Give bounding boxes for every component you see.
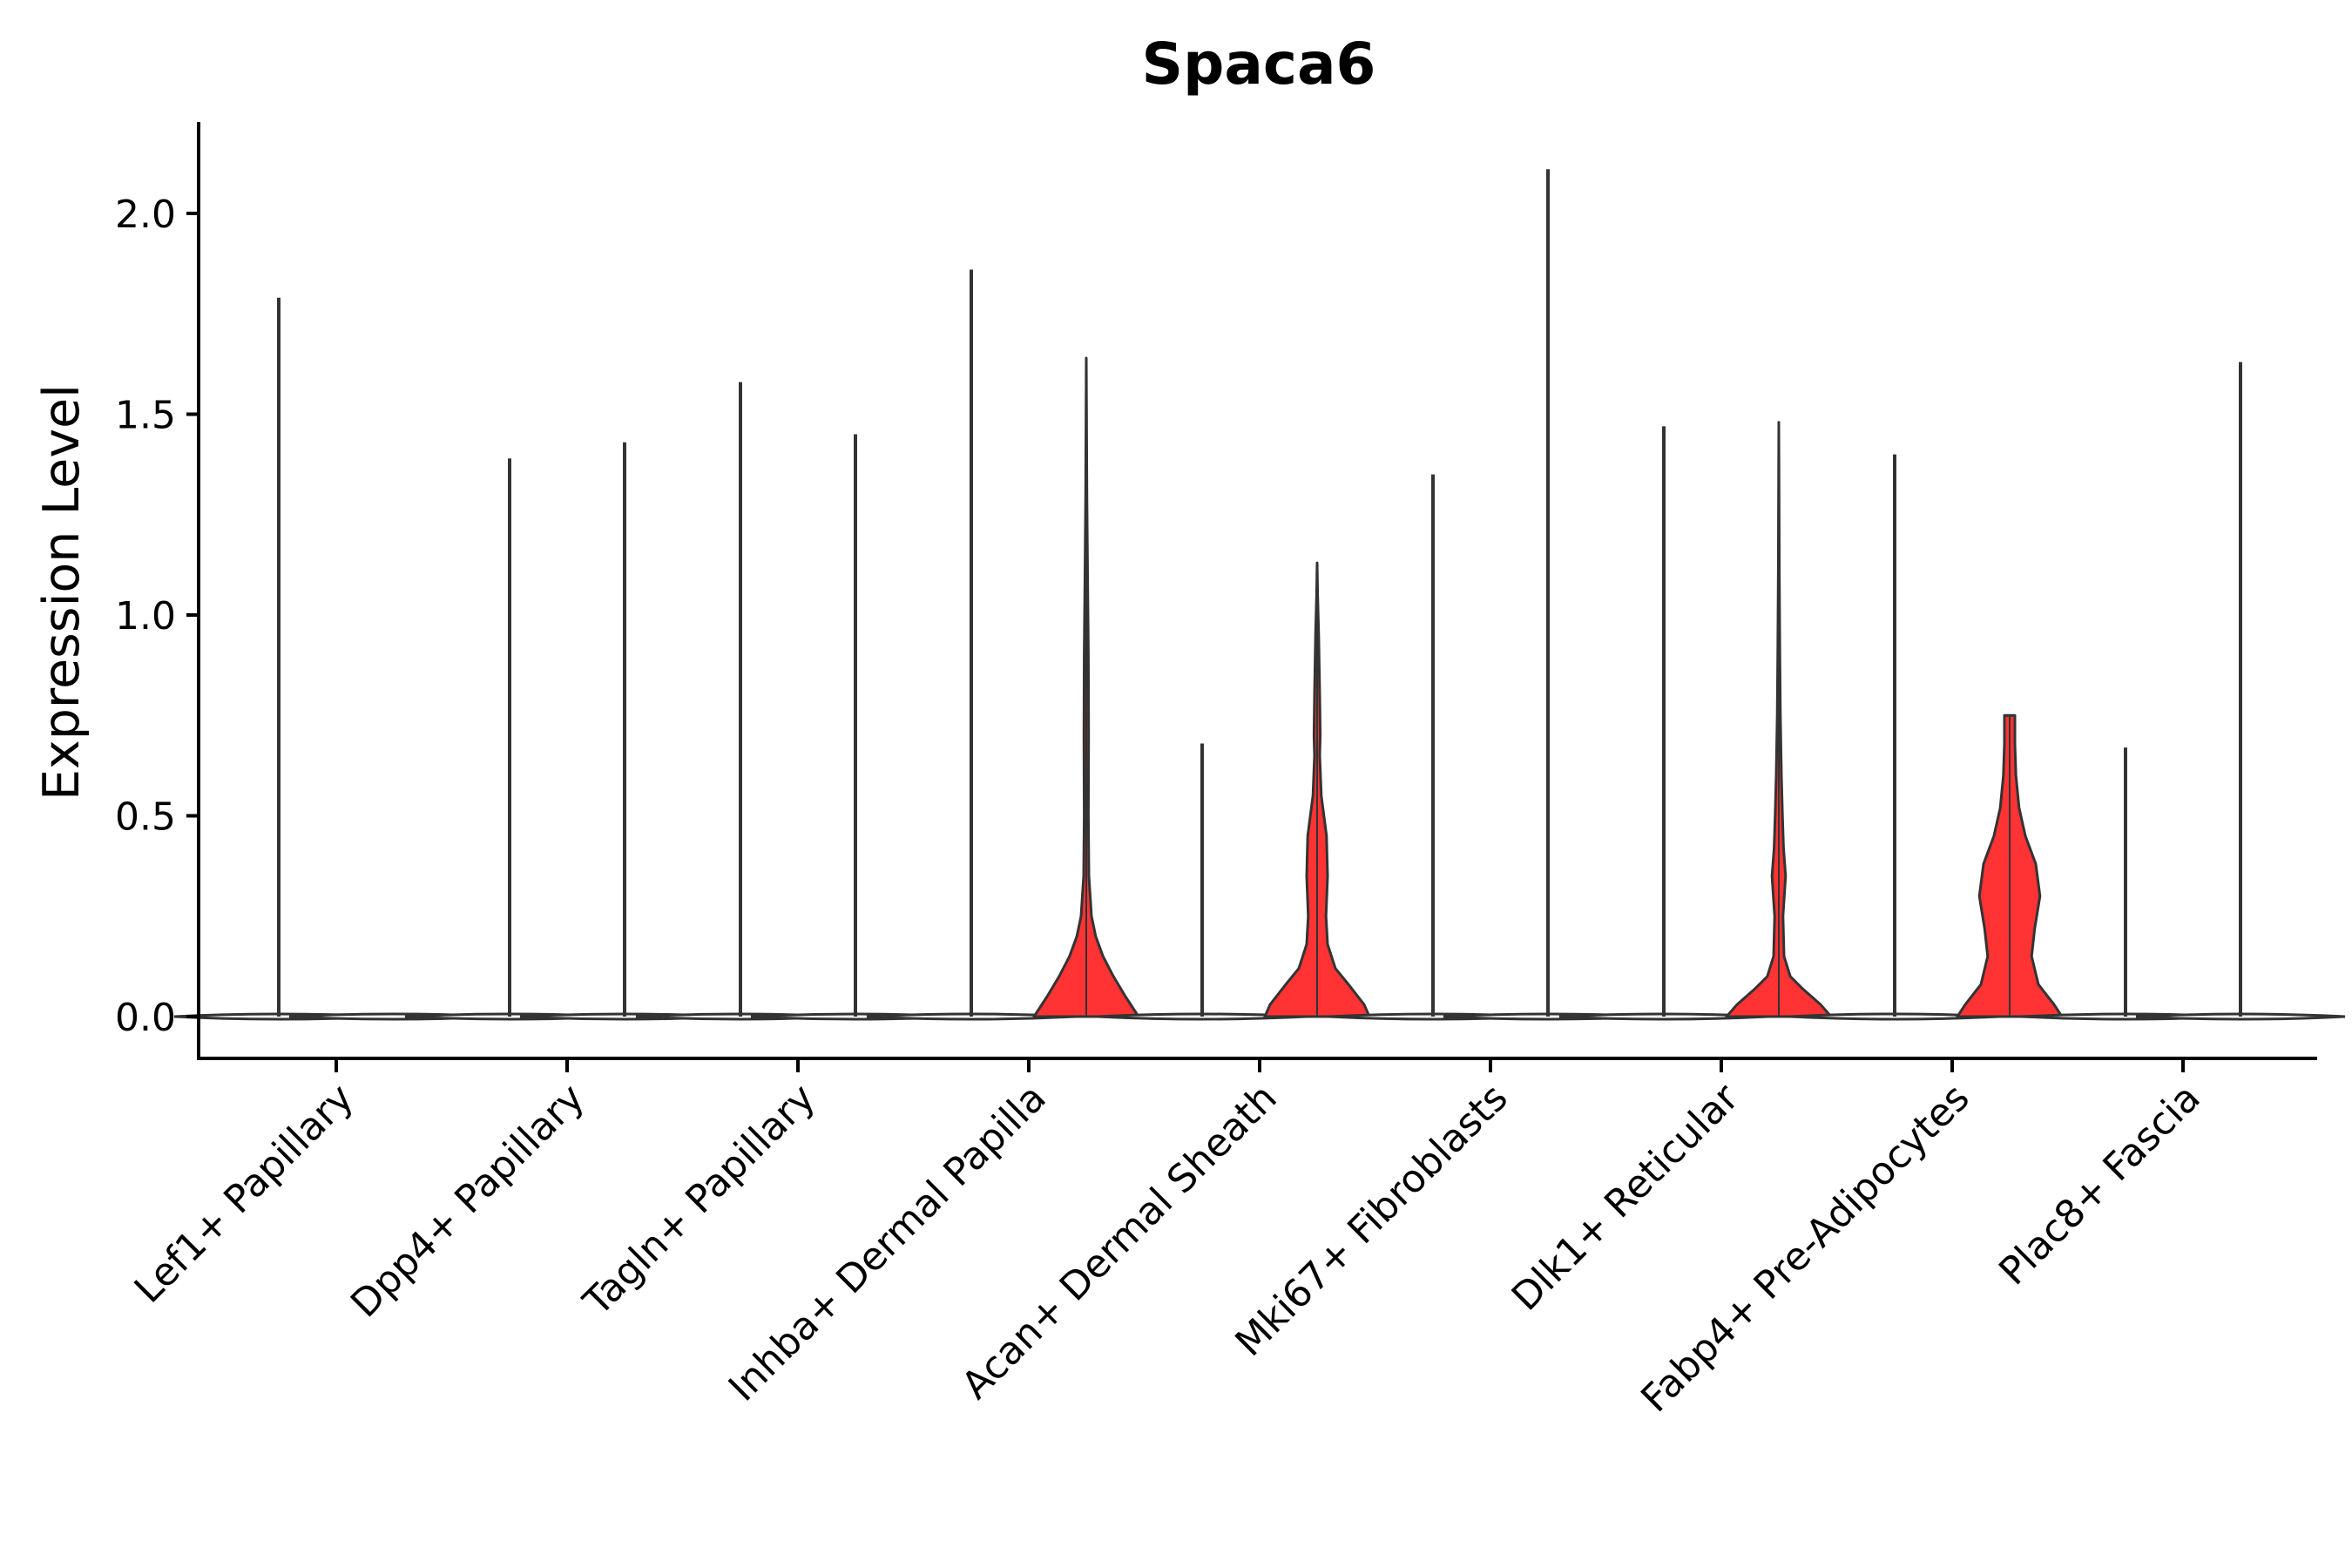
y-tick-label: 0.0 [115, 996, 176, 1040]
x-tick-label: Dpp4+ Papillary [342, 1076, 593, 1327]
x-tick-label: Tagln+ Papillary [575, 1076, 824, 1325]
violin-right [1263, 561, 1371, 1018]
violin-left [1558, 426, 1769, 1021]
ticks-layer: 0.0 0.5 1.0 1.5 2.0 [115, 193, 2185, 1072]
violin-left [1328, 474, 1538, 1021]
violin-left [2020, 747, 2231, 1021]
violin-left [173, 297, 384, 1021]
violin-left [404, 458, 615, 1021]
x-tick-label: Plac8+ Fascia [1990, 1076, 2209, 1294]
x-tick-label: Lef1+ Papillary [126, 1076, 362, 1312]
violin-right [1725, 421, 1833, 1018]
y-axis-label: Expression Level [33, 384, 91, 801]
y-tick-label: 1.5 [115, 394, 176, 438]
chart-title: Spaca6 [1142, 30, 1376, 98]
violin-right [750, 434, 961, 1021]
violin-left [866, 269, 1077, 1021]
violin-left [1097, 743, 1308, 1021]
violin-right [1956, 713, 2064, 1018]
violin-right [2135, 362, 2346, 1021]
y-tick-label: 2.0 [115, 193, 176, 237]
violin-right [519, 442, 730, 1021]
violin-left [1789, 454, 2000, 1021]
violin-left [635, 382, 846, 1021]
axes-layer [197, 122, 2317, 1060]
y-tick-label: 1.0 [115, 594, 176, 639]
y-tick-label: 0.5 [115, 795, 176, 840]
x-tick-label: Dlk1+ Reticular [1504, 1075, 1748, 1320]
violins-layer [173, 169, 2346, 1021]
violin-right [1443, 169, 1653, 1021]
violin-right [1032, 356, 1140, 1018]
